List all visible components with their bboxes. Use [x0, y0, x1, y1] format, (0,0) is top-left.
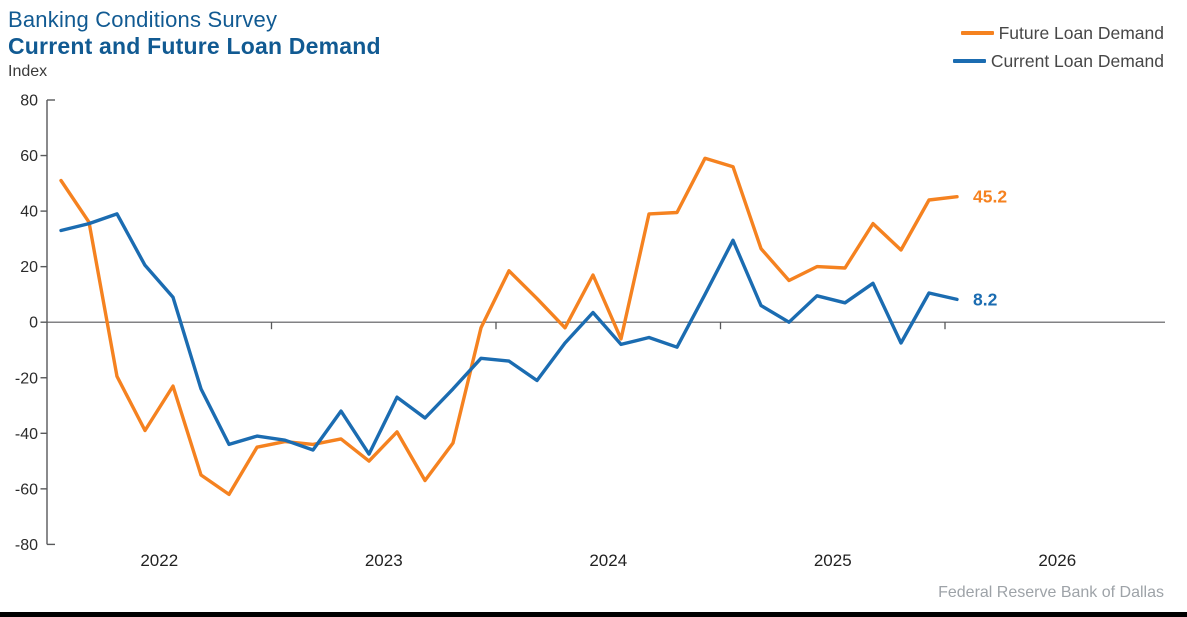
chart-subtitle: Current and Future Loan Demand — [8, 33, 381, 59]
current-end-value-label: 8.2 — [973, 289, 998, 309]
legend-item-current-loan-demand: Current Loan Demand — [952, 47, 1164, 75]
legend-line-swatch-current — [952, 59, 986, 63]
y-tick-label: -80 — [15, 537, 38, 554]
legend-label-future: Future Loan Demand — [998, 22, 1164, 43]
y-tick-label: -60 — [15, 481, 38, 498]
y-tick-label: 20 — [20, 259, 38, 276]
x-tick-label: 2024 — [589, 551, 627, 570]
legend-line-swatch-future — [960, 31, 994, 35]
x-tick-label: 2023 — [365, 551, 403, 570]
y-tick-label: 40 — [20, 204, 38, 221]
y-tick-label: 0 — [29, 315, 38, 332]
bottom-accent-bar — [0, 612, 1187, 617]
current-loan-demand-line — [59, 212, 959, 456]
x-tick-label: 2022 — [140, 551, 178, 570]
y-tick-label: 80 — [20, 93, 38, 110]
legend: Future Loan Demand Current Loan Demand — [952, 19, 1164, 75]
page-title: Banking Conditions Survey — [8, 7, 278, 32]
y-axis-unit-label: Index — [8, 63, 48, 80]
y-tick-label: -20 — [15, 370, 38, 387]
x-tick-label: 2026 — [1038, 551, 1076, 570]
legend-label-current: Current Loan Demand — [990, 50, 1164, 71]
x-tick-label: 2025 — [814, 551, 852, 570]
future-end-value-label: 45.2 — [973, 187, 1007, 207]
legend-item-future-loan-demand: Future Loan Demand — [960, 19, 1164, 47]
source-attribution: Federal Reserve Bank of Dallas — [938, 584, 1164, 601]
future-loan-demand-line — [59, 156, 959, 497]
y-tick-label: -40 — [15, 426, 38, 443]
y-tick-label: 60 — [20, 148, 38, 165]
